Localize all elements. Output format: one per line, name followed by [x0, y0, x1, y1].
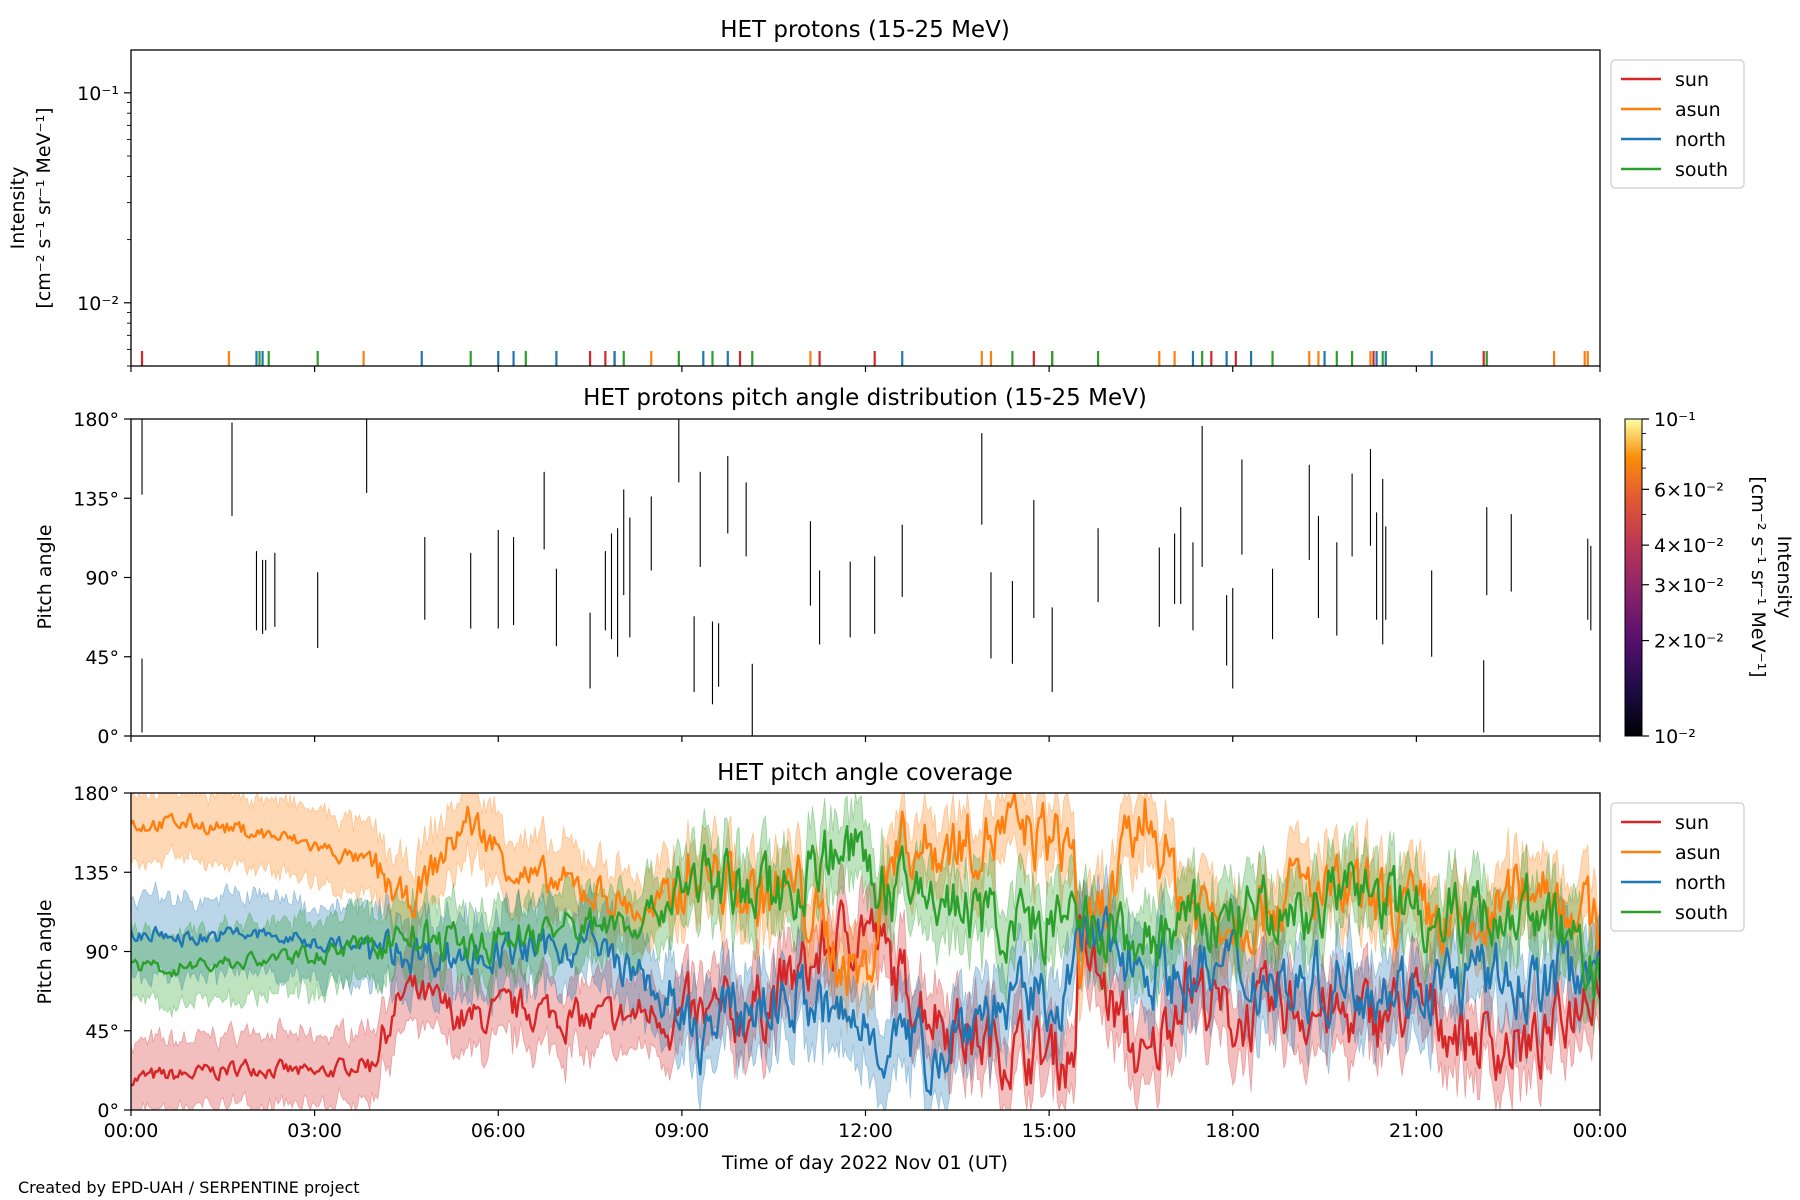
legend-label-south: south: [1675, 902, 1728, 924]
coverage-line-south: [131, 825, 1600, 1000]
y-tick-label: 90°: [85, 568, 119, 590]
y-tick-label: 180°: [73, 409, 119, 431]
x-tick-label: 03:00: [287, 1120, 342, 1142]
legend-label-asun: asun: [1675, 99, 1721, 121]
panel1-ylabel-line1: Intensity: [7, 167, 29, 250]
panel1-title: HET protons (15-25 MeV): [720, 17, 1010, 43]
y-tick-label: 180°: [73, 783, 119, 805]
legend-label-north: north: [1675, 129, 1726, 151]
colorbar-tick-label: 10⁻¹: [1654, 409, 1696, 431]
legend-box: [1610, 59, 1745, 189]
x-tick-label: 00:00: [1573, 1120, 1628, 1142]
x-tick-label: 18:00: [1205, 1120, 1260, 1142]
y-tick-label: 0°: [97, 1100, 119, 1122]
y-tick-label: 10⁻¹: [77, 83, 119, 105]
panel1-legend: sun asun north south: [1610, 59, 1745, 189]
x-tick-label: 12:00: [838, 1120, 893, 1142]
x-tick-label: 00:00: [104, 1120, 159, 1142]
panel3-title: HET pitch angle coverage: [717, 760, 1013, 786]
coverage-band-sun: [131, 862, 1600, 1110]
legend-label-asun: asun: [1675, 842, 1721, 864]
panel-pitch-angle-coverage: HET pitch angle coverage 180° 135° 90° 45° 0…: [34, 760, 1745, 1142]
legend-label-sun: sun: [1675, 812, 1709, 834]
panel3-ylabel: Pitch angle: [34, 899, 56, 1004]
panel2-title: HET protons pitch angle distribution (15…: [583, 385, 1147, 411]
y-tick-label: 10⁻²: [77, 293, 119, 315]
x-tick-label: 21:00: [1389, 1120, 1444, 1142]
coverage-line-north: [131, 905, 1600, 1096]
panel-pitch-angle-distribution: HET protons pitch angle distribution (15…: [34, 385, 1795, 748]
colorbar-tick-label: 6×10⁻²: [1654, 479, 1724, 501]
colorbar: [1624, 418, 1643, 737]
colorbar-label-line1: Intensity: [1773, 536, 1795, 619]
coverage-band-asun: [131, 793, 1600, 1034]
panel1-ylabel-line2: [cm⁻² s⁻¹ sr⁻¹ MeV⁻¹]: [33, 107, 55, 308]
legend-label-south: south: [1675, 159, 1728, 181]
y-tick-label: 45°: [85, 1021, 119, 1043]
y-tick-label: 45°: [85, 647, 119, 669]
panel2-frame: [130, 418, 1601, 737]
panel2-ylabel: Pitch angle: [34, 524, 56, 629]
colorbar-label-line2: [cm⁻² s⁻¹ sr⁻¹ MeV⁻¹]: [1747, 476, 1769, 677]
y-tick-label: 0°: [97, 726, 119, 748]
panel1-frame: [130, 49, 1601, 367]
panel-intensity: HET protons (15-25 MeV) 10⁻¹ 10⁻² Intensi…: [7, 17, 1745, 372]
coverage-band-north: [131, 863, 1600, 1110]
legend-box: [1610, 802, 1745, 932]
legend-label-sun: sun: [1675, 69, 1709, 91]
x-tick-label: 15:00: [1022, 1120, 1077, 1142]
colorbar-tick-label: 4×10⁻²: [1654, 535, 1724, 557]
x-tick-label: 09:00: [654, 1120, 709, 1142]
credit-text: Created by EPD-UAH / SERPENTINE project: [18, 1178, 360, 1197]
y-tick-label: 90°: [85, 942, 119, 964]
colorbar-tick-label: 2×10⁻²: [1654, 631, 1724, 653]
legend-label-north: north: [1675, 872, 1726, 894]
y-tick-label: 135°: [73, 862, 119, 884]
x-tick-label: 06:00: [471, 1120, 526, 1142]
colorbar-tick-label: 3×10⁻²: [1654, 575, 1724, 597]
y-tick-label: 135°: [73, 488, 119, 510]
colorbar-tick-label: 10⁻²: [1654, 726, 1696, 748]
coverage-line-asun: [131, 793, 1600, 997]
panel3-legend: sun asun north south: [1610, 802, 1745, 932]
x-axis-label: Time of day 2022 Nov 01 (UT): [721, 1152, 1008, 1174]
